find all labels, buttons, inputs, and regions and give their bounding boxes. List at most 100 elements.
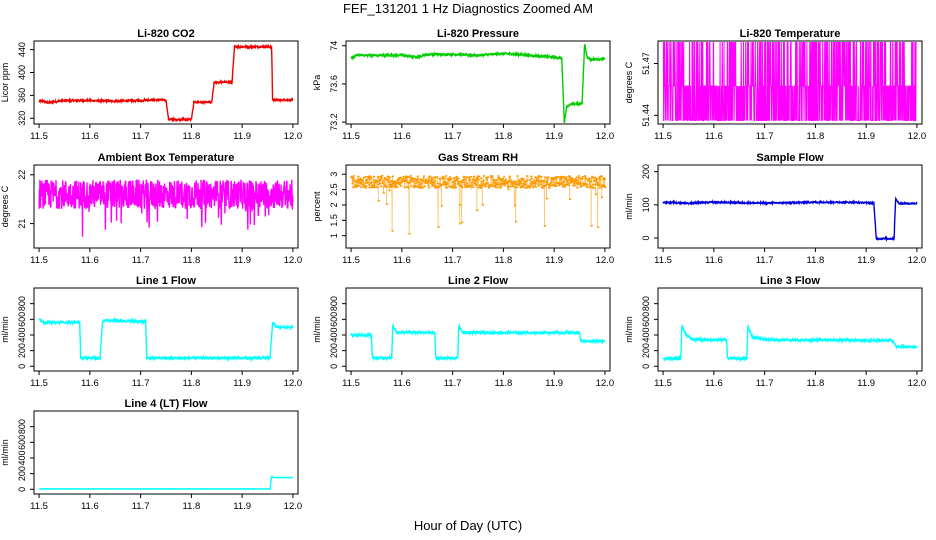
series-line [38,475,294,491]
series-line [662,324,918,363]
y-tick-label: 360 [17,88,27,103]
x-tick-label: 11.5 [654,378,672,389]
y-tick-label: 200 [17,343,27,358]
series-line [350,43,606,123]
y-tick-label: 51.47 [641,52,651,75]
x-tick-label: 12.0 [596,378,615,389]
plot-frame [345,164,611,249]
x-tick-label: 11.6 [705,378,723,389]
y-tick-label: 100 [641,197,651,212]
panel-title: Ambient Box Temperature [98,152,235,164]
x-tick-label: 11.9 [857,255,875,266]
plot-frame [345,40,611,125]
y-tick-label: 800 [329,296,339,311]
y-tick-label: 400 [17,450,27,465]
x-tick-label: 11.7 [444,255,462,266]
y-tick-label: 600 [17,435,27,450]
x-tick-label: 12.0 [908,378,927,389]
x-tick-label: 11.7 [132,378,150,389]
x-tick-label: 11.7 [444,378,462,389]
y-tick-label: 320 [17,111,27,126]
panel-title: Line 3 Flow [760,275,820,287]
panel-title: Li-820 Pressure [437,28,519,40]
series-line [662,42,917,121]
x-tick-label: 11.7 [132,131,150,142]
chart-panel-1: Li-820 CO2 Licor ppm 11.5 11.6 11.7 11.8 11.9 1… [0,28,302,142]
x-tick-label: 12.0 [284,131,303,142]
x-tick-label: 11.8 [806,378,824,389]
plot-area [662,42,917,121]
x-tick-label: 11.8 [182,131,200,142]
y-tick-label: 3 [329,172,339,177]
plot-area [38,475,294,491]
x-tick-label: 11.6 [393,131,411,142]
x-tick-label: 11.7 [132,255,150,266]
x-tick-label: 11.6 [705,131,723,142]
y-tick-label: 0 [17,487,27,492]
plot-area [662,196,918,242]
y-tick-label: 600 [329,312,339,327]
y-axis-label: Licor ppm [0,63,10,103]
y-tick-label: 0 [641,236,651,241]
y-axis-label: percent [312,191,322,222]
y-axis-label: kPa [312,75,322,91]
chart-panel-3: Li-820 Temperature degrees C 11.5 11.6 11.7 1… [624,28,926,142]
panel-title: Li-820 Temperature [740,28,841,40]
x-tick-label: 11.5 [342,255,360,266]
chart-panel-4: Ambient Box Temperature degrees C 11.5 11.6… [0,152,302,266]
chart-panel-8: Line 2 Flow ml/min 11.5 11.6 11.7 11.8 11.9 12.… [312,275,614,389]
x-axis-title: Hour of Day (UTC) [413,518,523,533]
x-tick-label: 11.9 [545,131,563,142]
plot-area [38,43,294,123]
x-tick-label: 12.0 [284,501,303,512]
plot-area [350,175,607,235]
y-tick-label: 440 [17,42,27,57]
plot-area [350,322,606,362]
y-axis-label: ml/min [624,193,634,220]
x-tick-label: 11.8 [806,255,824,266]
x-tick-label: 11.8 [182,378,200,389]
x-tick-label: 11.9 [545,378,563,389]
x-tick-label: 12.0 [284,378,303,389]
x-tick-label: 11.5 [30,378,48,389]
y-tick-label: 600 [17,312,27,327]
y-tick-label: 200 [17,466,27,481]
x-tick-label: 12.0 [596,255,615,266]
y-tick-label: 200 [641,164,651,179]
chart-panel-2: Li-820 Pressure kPa 11.5 11.6 11.7 11.8 11.9 12… [312,28,614,142]
panel-title: Gas Stream RH [438,152,518,164]
y-axis-label: ml/min [0,439,10,466]
x-tick-label: 11.7 [756,378,774,389]
y-axis-label: degrees C [624,61,634,103]
y-tick-label: 1.5 [329,214,339,227]
x-tick-label: 11.6 [393,255,411,266]
x-tick-label: 11.5 [30,501,48,512]
series-line [38,316,294,362]
y-axis-label: ml/min [624,316,634,343]
x-tick-label: 11.9 [545,255,563,266]
x-tick-label: 12.0 [908,131,927,142]
panel-title: Sample Flow [756,152,824,164]
panel-title: Li-820 CO2 [137,28,194,40]
x-tick-label: 11.8 [182,501,200,512]
x-tick-label: 11.9 [857,131,875,142]
plot-area [662,324,918,363]
chart-panel-10: Line 4 (LT) Flow ml/min 11.5 11.6 11.7 11.8 11… [0,398,302,512]
y-tick-label: 73.2 [329,113,339,131]
x-tick-label: 11.7 [132,501,150,512]
series-line [38,179,294,237]
y-axis-label: ml/min [312,316,322,343]
x-tick-label: 11.6 [81,255,99,266]
x-tick-label: 11.5 [30,131,48,142]
x-tick-label: 11.6 [81,131,99,142]
plot-frame [657,164,923,249]
x-tick-label: 11.9 [233,255,251,266]
y-tick-label: 0 [641,364,651,369]
chart-panel-6: Sample Flow ml/min 11.5 11.6 11.7 11.8 11.9 12.… [624,152,926,266]
y-axis-label: degrees C [0,185,10,227]
panel-title: Line 4 (LT) Flow [125,398,208,410]
plot-area [38,316,294,362]
y-tick-label: 400 [17,65,27,80]
x-tick-label: 11.8 [182,255,200,266]
